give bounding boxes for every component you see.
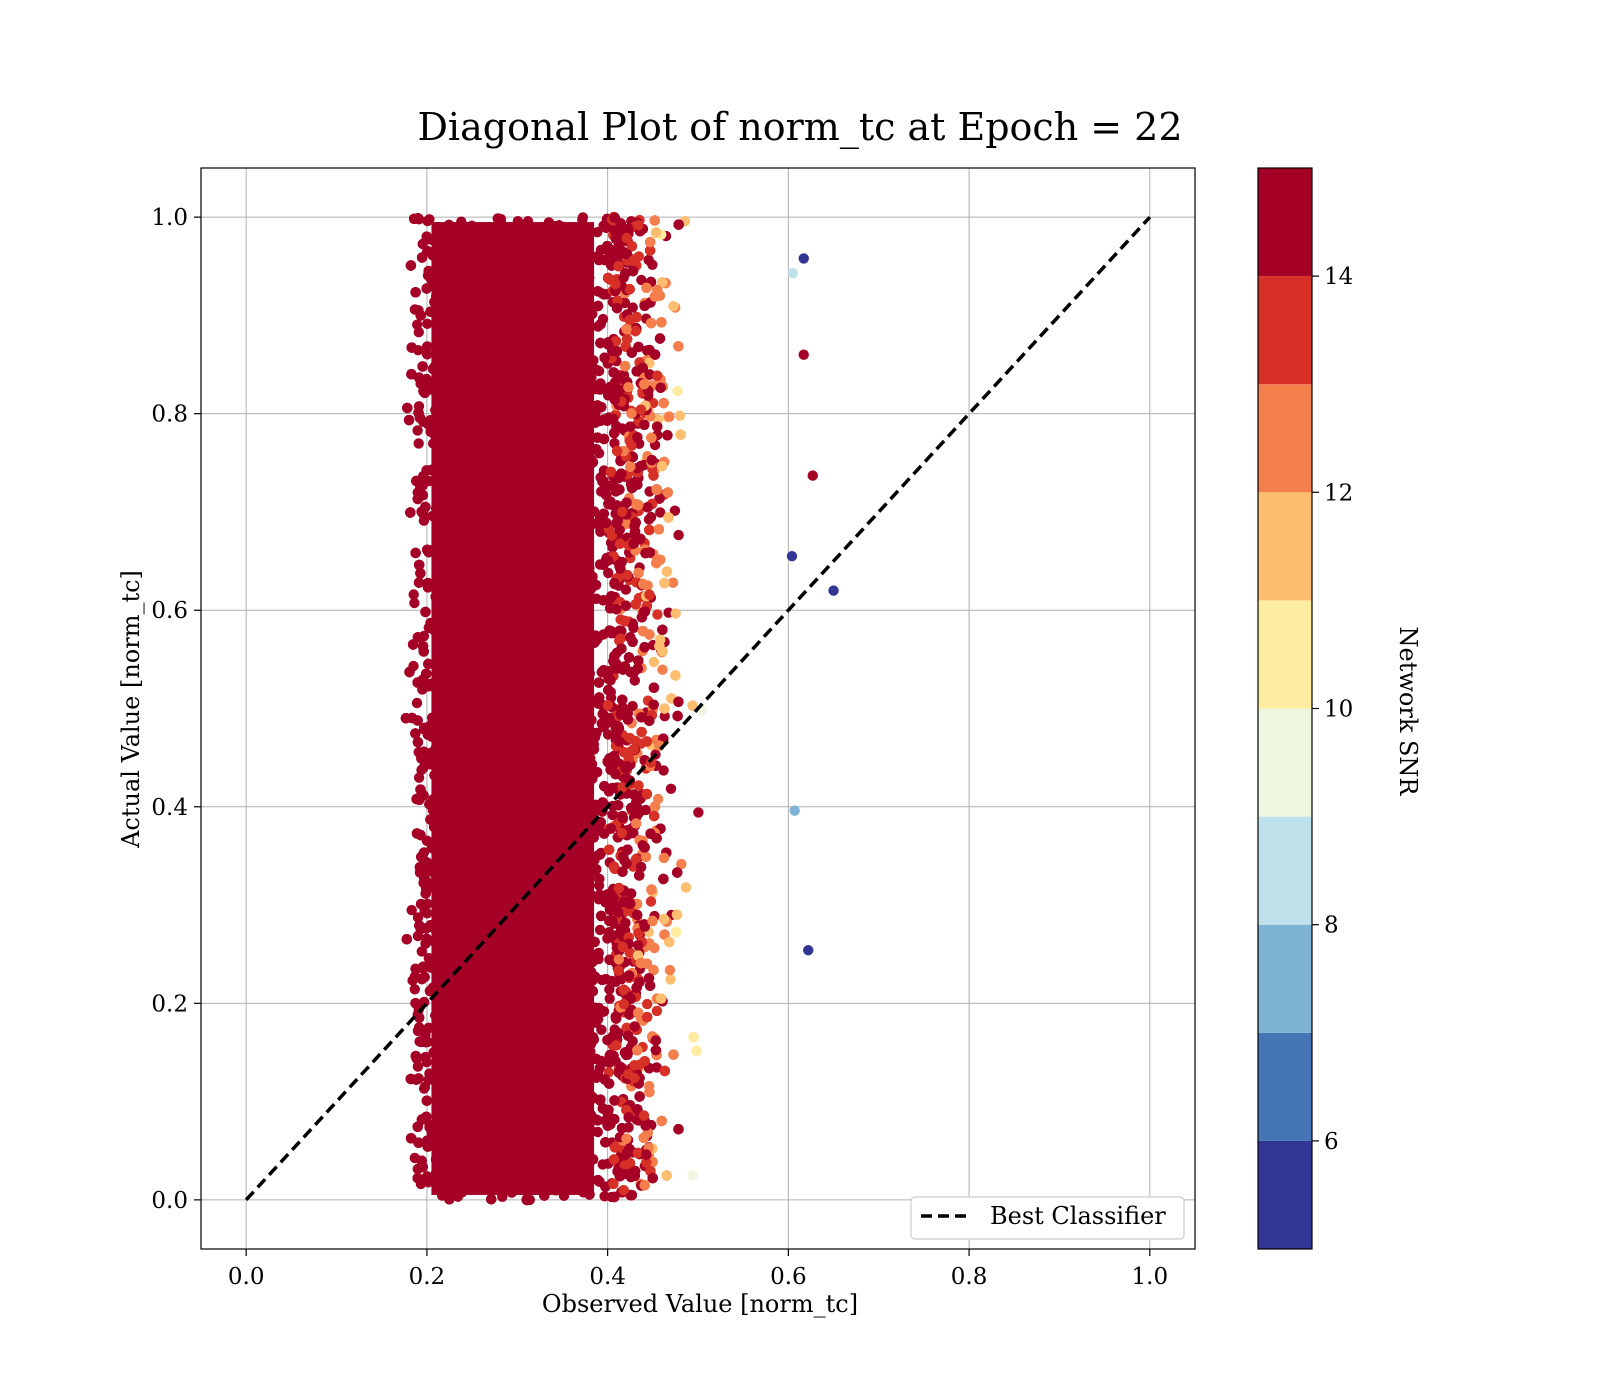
scatter-point [422,215,433,227]
scatter-point [647,397,659,409]
scatter-point [409,597,420,609]
scatter-point [657,664,668,675]
scatter-point [645,896,657,907]
scatter-point [599,1191,610,1202]
scatter-point [413,438,424,449]
scatter-point [603,567,614,579]
scatter-point [598,629,609,640]
scatter-point [577,212,589,223]
scatter-point [659,711,670,722]
scatter-point [412,1061,424,1072]
scatter-point [595,847,607,859]
scatter-point [652,609,663,620]
scatter-point [665,974,676,985]
chart-title: Diagonal Plot of norm_tc at Epoch = 22 [417,105,1182,150]
scatter-point [409,984,420,995]
scatter-point [630,735,641,747]
scatter-point [651,1005,663,1017]
scatter-point [604,984,615,995]
scatter-point [674,410,686,421]
scatter-points [400,211,839,1206]
scatter-point [413,327,424,338]
scatter-point [412,425,423,436]
scatter-point [627,302,638,313]
scatter-point [592,227,603,238]
scatter-point [416,946,427,957]
scatter-point [672,385,683,397]
scatter-point [413,772,425,783]
scatter-point [647,259,658,270]
scatter-point [412,930,424,942]
scatter-point [643,514,655,525]
scatter-point [633,780,644,791]
scatter-point [408,589,419,600]
scatter-point [411,697,423,709]
scatter-point [412,912,424,923]
scatter-point [642,998,653,1010]
scatter-point [669,505,681,516]
scatter-point [406,904,417,916]
scatter-point [667,577,679,588]
scatter-point [687,1170,698,1181]
scatter-point [421,908,433,919]
scatter-point [693,807,704,818]
plot-area: 0.0 0.2 0.4 0.6 0.8 1.00.00.20.40.60.81.0 [151,167,1196,1290]
scatter-point [665,783,677,794]
scatter-point [594,924,606,936]
scatter-point [651,1062,662,1073]
scatter-point [620,584,632,595]
scatter-point [680,882,692,893]
scatter-point [668,301,679,312]
scatter-point [658,765,669,776]
scatter-point [664,964,676,976]
scatter-point [414,1012,425,1023]
scatter-point [648,656,660,668]
scatter-point [640,804,651,816]
scatter-point [604,993,615,1004]
scatter-point [602,729,614,740]
scatter-point [655,507,666,518]
scatter-point [418,515,430,526]
scatter-point [670,608,681,619]
scatter-point [673,529,684,541]
scatter-point [676,858,687,870]
scatter-point [636,274,647,286]
scatter-point [422,318,433,329]
